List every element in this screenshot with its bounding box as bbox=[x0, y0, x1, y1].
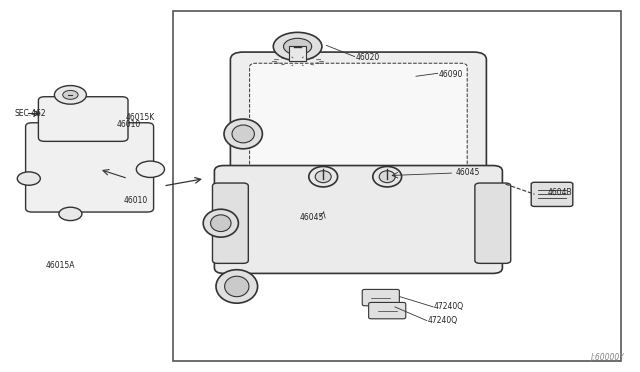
Ellipse shape bbox=[232, 125, 254, 143]
Text: 46015A: 46015A bbox=[46, 262, 76, 270]
Circle shape bbox=[284, 38, 312, 55]
Text: 46010: 46010 bbox=[117, 120, 141, 129]
Ellipse shape bbox=[309, 167, 338, 187]
Text: 47240Q: 47240Q bbox=[428, 316, 458, 325]
Ellipse shape bbox=[216, 270, 258, 303]
Ellipse shape bbox=[379, 171, 396, 183]
Text: 46045: 46045 bbox=[300, 213, 324, 222]
FancyBboxPatch shape bbox=[230, 52, 486, 186]
Bar bbox=[289, 46, 306, 61]
Ellipse shape bbox=[372, 167, 402, 187]
FancyBboxPatch shape bbox=[250, 63, 467, 171]
FancyBboxPatch shape bbox=[212, 183, 248, 263]
Ellipse shape bbox=[224, 119, 262, 149]
Text: 46020: 46020 bbox=[355, 53, 380, 62]
FancyBboxPatch shape bbox=[362, 289, 399, 306]
Text: SEC.462: SEC.462 bbox=[14, 109, 45, 118]
FancyBboxPatch shape bbox=[475, 183, 511, 263]
Circle shape bbox=[136, 161, 164, 177]
Circle shape bbox=[54, 86, 86, 104]
Ellipse shape bbox=[211, 215, 231, 231]
Circle shape bbox=[17, 172, 40, 185]
Text: 46015K: 46015K bbox=[126, 113, 156, 122]
Text: 46045: 46045 bbox=[456, 169, 480, 177]
Text: J:60000Y: J:60000Y bbox=[590, 353, 624, 362]
Bar bbox=[173, 11, 621, 361]
FancyBboxPatch shape bbox=[214, 166, 502, 273]
FancyBboxPatch shape bbox=[369, 302, 406, 319]
FancyBboxPatch shape bbox=[26, 123, 154, 212]
Text: 46010: 46010 bbox=[124, 196, 148, 205]
Circle shape bbox=[63, 90, 78, 99]
Ellipse shape bbox=[315, 171, 332, 183]
FancyBboxPatch shape bbox=[531, 182, 573, 206]
Circle shape bbox=[59, 207, 82, 221]
Ellipse shape bbox=[204, 209, 238, 237]
Text: 4604B: 4604B bbox=[548, 188, 572, 197]
Ellipse shape bbox=[225, 276, 249, 297]
Text: 47240Q: 47240Q bbox=[434, 302, 464, 311]
Text: 46090: 46090 bbox=[438, 70, 463, 79]
Circle shape bbox=[273, 32, 322, 61]
FancyBboxPatch shape bbox=[38, 97, 128, 141]
